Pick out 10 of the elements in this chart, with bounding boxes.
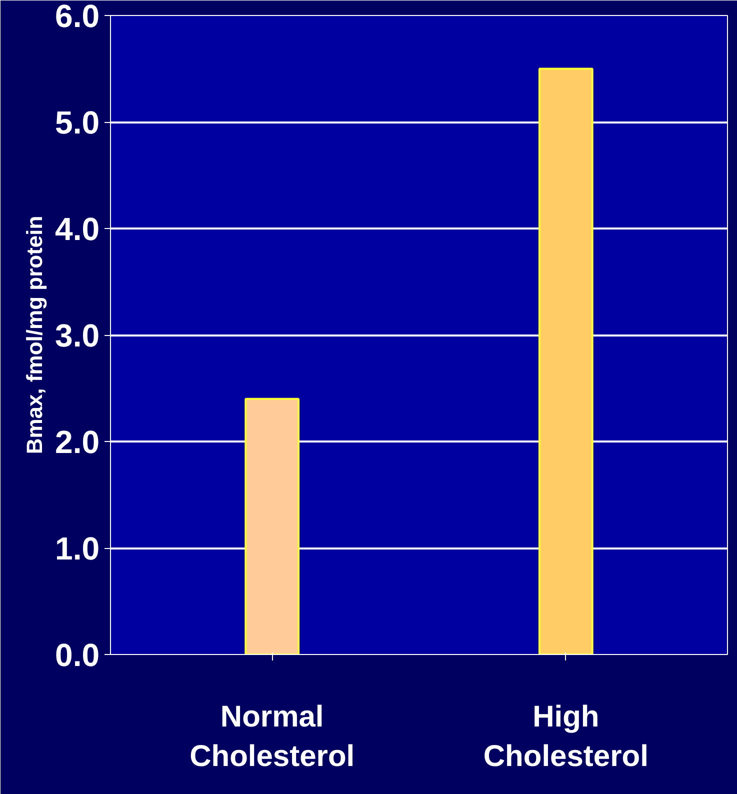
y-tick-label: 4.0 <box>55 211 100 247</box>
y-tick-label: 6.0 <box>55 0 100 34</box>
y-tick-label: 0.0 <box>55 637 100 673</box>
y-tick-label: 2.0 <box>55 424 100 460</box>
y-tick-label: 3.0 <box>55 318 100 354</box>
y-tick-label: 5.0 <box>55 104 100 140</box>
x-tick-label: High Cholesterol <box>483 700 648 774</box>
y-axis-title: Bmax, fmol/mg protein <box>22 216 48 454</box>
y-tick-label: 1.0 <box>55 530 100 566</box>
x-tick-label: Normal Cholesterol <box>190 700 355 774</box>
